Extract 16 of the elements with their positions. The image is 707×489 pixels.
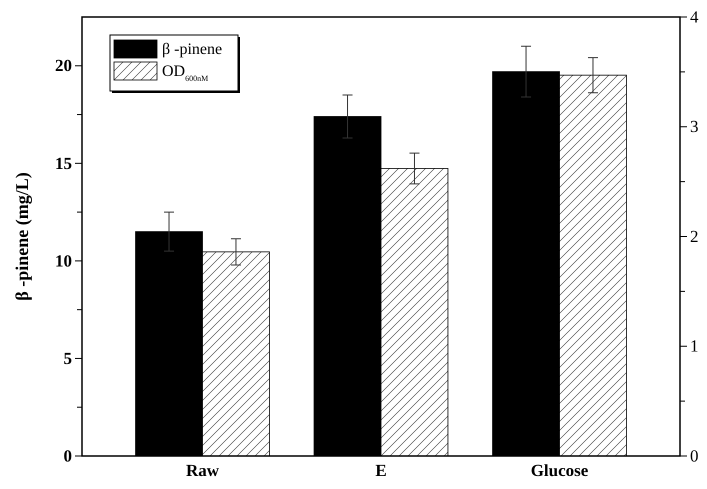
y-axis-title: β -pinene (mg/L) (12, 172, 32, 301)
y2-tick-label: 3 (690, 117, 698, 136)
y-tick-label: 20 (55, 56, 72, 76)
x-tick-label: E (375, 461, 387, 480)
y-tick-label: 0 (64, 446, 72, 466)
y2-tick-label: 2 (690, 226, 698, 246)
y-tick-label: 15 (55, 154, 72, 173)
legend-label: β -pinene (162, 41, 222, 58)
y-tick-label: 10 (55, 251, 72, 270)
x-tick-label: Glucose (530, 461, 589, 480)
y2-tick-label: 0 (690, 446, 698, 466)
y2-tick-label: 4 (690, 7, 699, 26)
y-tick-label: 5 (64, 348, 72, 368)
legend-label: OD$_{600nM}$ (162, 63, 208, 82)
y2-tick-label: 1 (690, 336, 698, 356)
x-tick-label: Raw (186, 461, 220, 480)
